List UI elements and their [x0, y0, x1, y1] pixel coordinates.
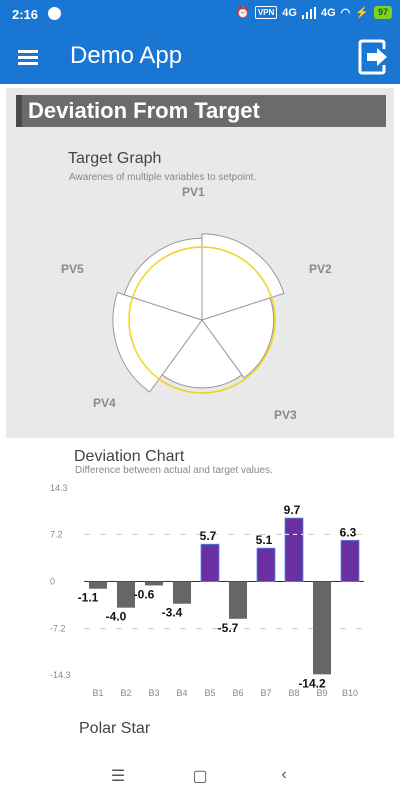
polar-label-pv5: PV5	[61, 262, 84, 276]
bar-B9	[313, 581, 331, 675]
polar-label-pv2: PV2	[309, 262, 332, 276]
polar-sector-4	[112, 291, 203, 393]
network-type-2: 4G	[320, 6, 336, 19]
alarm-icon: ⏰	[236, 7, 250, 19]
recent-apps-icon[interactable]: ☰	[110, 768, 126, 785]
vpn-badge: VPN	[254, 6, 278, 19]
x-tick-label: B7	[260, 688, 271, 698]
deviation-bar-chart: 14.3 7.2 0 -7.2 -14.3 -1.1 B1 -4.0 B2 -0.6 B3 -3.4 B…	[50, 483, 364, 698]
app-title: Demo App	[70, 42, 183, 69]
polar-sector-1	[201, 233, 285, 321]
polar-sector-5	[123, 237, 203, 321]
deviation-header: Deviation From Target	[16, 95, 386, 127]
logout-icon[interactable]	[358, 39, 390, 75]
signal-icon	[301, 6, 316, 19]
battery-icon: 97	[373, 6, 392, 19]
status-icons: ⏰ VPN 4G 4G ◠ ⚡ 97	[236, 6, 392, 19]
x-tick-label: B1	[92, 688, 103, 698]
bar-value-label: 5.7	[200, 529, 217, 543]
target-polar-chart	[112, 233, 285, 394]
status-bar: 2:16 ⏰ VPN 4G 4G ◠ ⚡ 97	[0, 0, 400, 30]
y-tick-label: -14.3	[50, 670, 71, 680]
bar-B5	[200, 543, 220, 582]
bar-value-label: -1.1	[78, 591, 99, 605]
y-tick-label: 7.2	[50, 529, 63, 539]
home-icon[interactable]: ▢	[192, 768, 208, 785]
hamburger-menu-icon[interactable]	[18, 48, 40, 66]
bar-value-label: 6.3	[340, 525, 357, 539]
bar-B7	[256, 547, 276, 582]
bar-value-label: -3.4	[162, 606, 183, 620]
bar-value-label: -0.6	[134, 587, 155, 601]
y-tick-label: 0	[50, 577, 55, 587]
bar-B10	[340, 539, 360, 582]
notification-icon	[48, 7, 61, 20]
network-type-1: 4G	[282, 6, 297, 19]
target-graph-title: Target Graph	[68, 150, 162, 167]
bar-B1	[89, 581, 107, 589]
bar-value-label: 9.7	[284, 503, 301, 517]
polar-label-pv1: PV1	[182, 185, 205, 199]
bar-value-label: 5.1	[256, 533, 273, 547]
polar-star-title: Polar Star	[79, 720, 151, 737]
deviation-chart-title: Deviation Chart	[74, 448, 185, 465]
bar-B6	[229, 581, 247, 619]
polar-label-pv3: PV3	[274, 408, 297, 422]
back-icon[interactable]: ‹	[281, 766, 287, 783]
target-graph-subtitle: Awarenes of multiple variables to setpoi…	[69, 172, 257, 183]
x-tick-label: B5	[204, 688, 215, 698]
bar-value-label: -4.0	[106, 610, 127, 624]
bar-B8	[284, 517, 304, 582]
x-tick-label: B10	[342, 688, 358, 698]
x-tick-label: B9	[316, 688, 327, 698]
bar-B3	[145, 581, 163, 586]
setpoint-ring	[128, 246, 276, 394]
wifi-icon: ◠	[340, 7, 351, 19]
charging-icon: ⚡	[355, 7, 369, 19]
x-tick-label: B2	[120, 688, 131, 698]
x-tick-label: B8	[288, 688, 299, 698]
bar-B2	[117, 581, 135, 608]
bar-value-label: -5.7	[218, 621, 239, 635]
y-tick-label: 14.3	[50, 483, 68, 493]
bar-value-label: -14.2	[298, 676, 326, 690]
x-tick-label: B6	[232, 688, 243, 698]
deviation-chart-subtitle: Difference between actual and target val…	[75, 465, 273, 476]
status-time: 2:16	[12, 7, 39, 22]
dashboard-content[interactable]: Deviation From Target Target Graph Aware…	[6, 88, 394, 738]
system-nav-bar: ☰ ▢ ‹	[0, 752, 400, 800]
polar-sector-2	[201, 297, 275, 379]
y-tick-label: -7.2	[50, 624, 66, 634]
app-bar: Demo App	[0, 30, 400, 84]
x-tick-label: B4	[176, 688, 187, 698]
polar-sector-3	[161, 319, 243, 389]
x-tick-label: B3	[148, 688, 159, 698]
polar-label-pv4: PV4	[93, 396, 116, 410]
bar-B4	[173, 581, 191, 604]
